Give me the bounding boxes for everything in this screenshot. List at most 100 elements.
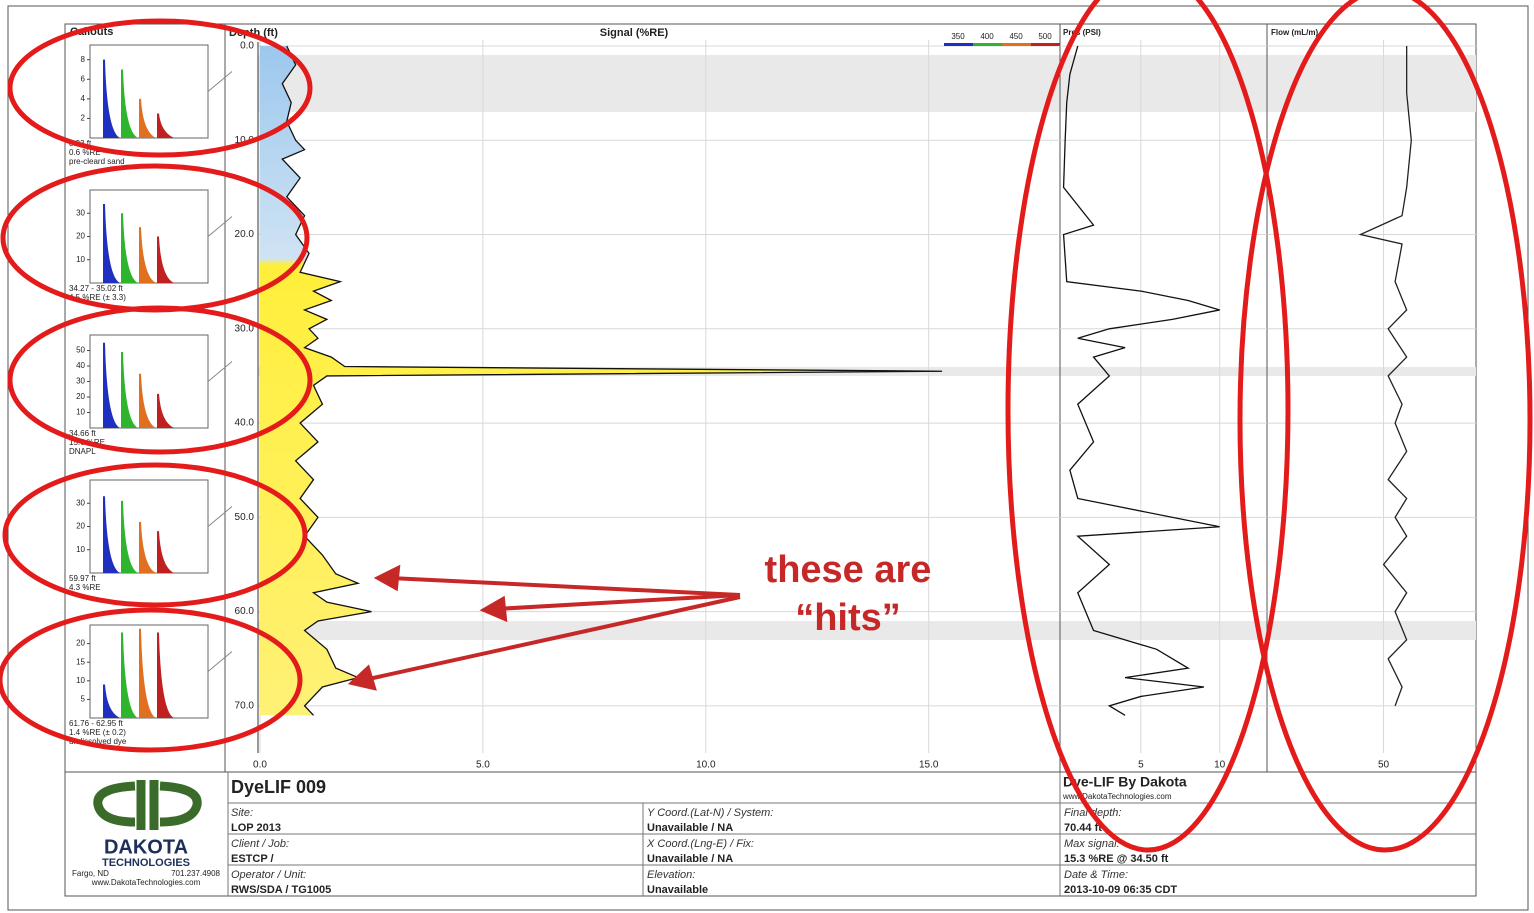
spike bbox=[103, 342, 120, 428]
callout-plot bbox=[89, 624, 209, 719]
logo-city: Fargo, ND bbox=[72, 869, 109, 878]
callout-leader bbox=[207, 71, 233, 92]
callout-leader bbox=[207, 216, 233, 237]
y-tick-label: 2 bbox=[81, 114, 86, 123]
y-tick-label: 30 bbox=[76, 377, 85, 386]
y-tick-label: 10 bbox=[76, 408, 85, 417]
y-tick-label: 60.0 bbox=[235, 606, 255, 617]
field-value: Unavailable / NA bbox=[647, 822, 733, 834]
spike bbox=[121, 69, 138, 138]
field-label: Operator / Unit: bbox=[231, 869, 306, 881]
field-label: X Coord.(Lng-E) / Fix: bbox=[646, 838, 754, 850]
y-tick-label: 10 bbox=[76, 676, 85, 685]
callout-leader bbox=[207, 651, 233, 672]
y-tick-label: 8 bbox=[81, 55, 86, 64]
annotation-ellipses bbox=[0, 0, 1533, 853]
legend-label: 350 bbox=[951, 32, 965, 41]
spike bbox=[121, 352, 138, 428]
y-tick-label: 30.0 bbox=[235, 323, 255, 334]
callout-text: 34.27 - 35.02 ft bbox=[69, 284, 124, 293]
y-tick-label: 50.0 bbox=[235, 512, 255, 523]
field-label: Elevation: bbox=[647, 869, 695, 881]
legend-label: 400 bbox=[980, 32, 994, 41]
y-tick-label: 20 bbox=[76, 232, 85, 241]
callout-band bbox=[258, 55, 1476, 112]
callout-text: undissolved dye bbox=[69, 737, 127, 746]
x-tick-label: 15.0 bbox=[919, 760, 939, 771]
callout-text: 4.5 %RE (± 3.3) bbox=[69, 293, 126, 302]
callout-text: pre-cleard sand bbox=[69, 157, 125, 166]
callout-leader bbox=[207, 506, 233, 527]
callout-text: 0.6 %RE bbox=[69, 148, 101, 157]
trace bbox=[1062, 45, 1220, 716]
field-value: ESTCP / bbox=[231, 853, 274, 865]
y-tick-label: 15 bbox=[76, 657, 85, 666]
y-tick-label: 6 bbox=[81, 74, 86, 83]
field-label: Max signal: bbox=[1064, 838, 1120, 850]
field-value: Unavailable bbox=[647, 884, 708, 896]
footer-brand: Dye-LIF By Dakota bbox=[1063, 774, 1187, 790]
logo-mark bbox=[93, 780, 202, 830]
field-label: Y Coord.(Lat-N) / System: bbox=[647, 807, 773, 819]
legend-swatch bbox=[973, 43, 1002, 46]
legend-label: 450 bbox=[1009, 32, 1023, 41]
spike bbox=[157, 632, 174, 718]
y-tick-label: 70.0 bbox=[235, 701, 255, 712]
y-tick-label: 40.0 bbox=[235, 418, 255, 429]
logo-web: www.DakotaTechnologies.com bbox=[91, 878, 201, 887]
y-tick-label: 30 bbox=[76, 498, 85, 507]
logo-sub: TECHNOLOGIES bbox=[102, 857, 190, 869]
y-tick-label: 0.0 bbox=[240, 41, 254, 52]
y-tick-label: 10 bbox=[76, 255, 85, 264]
spike bbox=[157, 531, 174, 573]
footer-brand-web: www.DakotaTechnologies.com bbox=[1062, 792, 1172, 801]
legend-label: 500 bbox=[1038, 32, 1052, 41]
spike bbox=[121, 213, 138, 283]
panel-title: Flow (mL/m) bbox=[1271, 28, 1318, 37]
field-label: Date & Time: bbox=[1064, 869, 1128, 881]
y-tick-label: 40 bbox=[76, 361, 85, 370]
y-tick-label: 20 bbox=[76, 522, 85, 531]
y-tick-label: 4 bbox=[81, 94, 86, 103]
logo-name: DAKOTA bbox=[104, 836, 188, 858]
spike bbox=[139, 521, 156, 573]
spike bbox=[103, 203, 120, 283]
spike bbox=[103, 59, 120, 138]
field-value: Unavailable / NA bbox=[647, 853, 733, 865]
trace bbox=[1358, 46, 1412, 707]
trace bbox=[281, 45, 943, 716]
field-value: 70.44 ft bbox=[1064, 822, 1102, 834]
x-tick-label: 5.0 bbox=[476, 760, 490, 771]
spike bbox=[139, 628, 156, 718]
logo-phone: 701.237.4908 bbox=[171, 869, 220, 878]
footer-title: DyeLIF 009 bbox=[231, 777, 326, 797]
x-tick-label: 50 bbox=[1378, 760, 1390, 771]
x-tick-label: 10.0 bbox=[696, 760, 716, 771]
annotation-text: “hits” bbox=[795, 597, 901, 639]
y-tick-label: 10.0 bbox=[235, 135, 255, 146]
field-value: 2013-10-09 06:35 CDT bbox=[1064, 884, 1177, 896]
field-value: RWS/SDA / TG1005 bbox=[231, 884, 331, 896]
annotation-arrows bbox=[347, 564, 741, 691]
legend-swatch bbox=[1002, 43, 1031, 46]
field-value: LOP 2013 bbox=[231, 822, 281, 834]
annotation-text: these are bbox=[765, 549, 932, 591]
x-tick-label: 10 bbox=[1214, 760, 1226, 771]
y-tick-label: 30 bbox=[76, 208, 85, 217]
footer-grid bbox=[227, 772, 1476, 896]
callout-text: DNAPL bbox=[69, 447, 96, 456]
callout-text: 1.4 %RE (± 0.2) bbox=[69, 728, 126, 737]
panel-title: Pres (PSI) bbox=[1063, 28, 1101, 37]
panel-title: Signal (%RE) bbox=[600, 27, 669, 39]
field-label: Client / Job: bbox=[231, 838, 289, 850]
spike bbox=[157, 236, 174, 283]
y-tick-label: 20 bbox=[76, 639, 85, 648]
spike bbox=[157, 393, 174, 428]
plots: Signal (%RE) 0.0 10.0 2 0.0 30.0 40.0 50.0 60.0 7… bbox=[69, 27, 1476, 771]
spike bbox=[121, 632, 138, 718]
callout-text: 59.97 ft bbox=[69, 574, 96, 583]
y-tick-label: 50 bbox=[76, 346, 85, 355]
spike bbox=[103, 496, 120, 573]
x-tick-label: 0.0 bbox=[253, 760, 267, 771]
footer-fields: Site: LOP 2013 Y Coord.(Lat-N) / System: Un… bbox=[231, 807, 1177, 896]
